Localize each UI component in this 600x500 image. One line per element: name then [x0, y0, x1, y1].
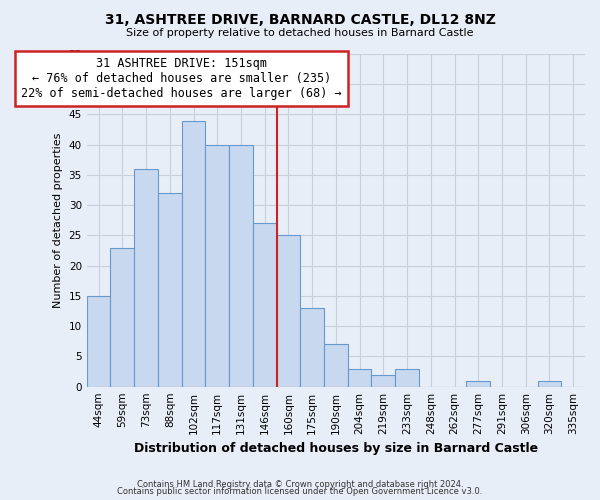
- Text: 31, ASHTREE DRIVE, BARNARD CASTLE, DL12 8NZ: 31, ASHTREE DRIVE, BARNARD CASTLE, DL12 …: [104, 12, 496, 26]
- Bar: [205, 144, 229, 386]
- Bar: [253, 224, 277, 386]
- Bar: [538, 380, 561, 386]
- X-axis label: Distribution of detached houses by size in Barnard Castle: Distribution of detached houses by size …: [134, 442, 538, 455]
- Bar: [158, 193, 182, 386]
- Text: Contains public sector information licensed under the Open Government Licence v3: Contains public sector information licen…: [118, 488, 482, 496]
- Bar: [324, 344, 348, 387]
- Text: 31 ASHTREE DRIVE: 151sqm
← 76% of detached houses are smaller (235)
22% of semi-: 31 ASHTREE DRIVE: 151sqm ← 76% of detach…: [22, 57, 342, 100]
- Bar: [110, 248, 134, 386]
- Bar: [182, 120, 205, 386]
- Bar: [87, 296, 110, 386]
- Bar: [134, 169, 158, 386]
- Bar: [466, 380, 490, 386]
- Bar: [348, 368, 371, 386]
- Bar: [300, 308, 324, 386]
- Bar: [395, 368, 419, 386]
- Bar: [277, 236, 300, 386]
- Bar: [229, 144, 253, 386]
- Text: Contains HM Land Registry data © Crown copyright and database right 2024.: Contains HM Land Registry data © Crown c…: [137, 480, 463, 489]
- Text: Size of property relative to detached houses in Barnard Castle: Size of property relative to detached ho…: [126, 28, 474, 38]
- Bar: [371, 374, 395, 386]
- Y-axis label: Number of detached properties: Number of detached properties: [53, 132, 63, 308]
